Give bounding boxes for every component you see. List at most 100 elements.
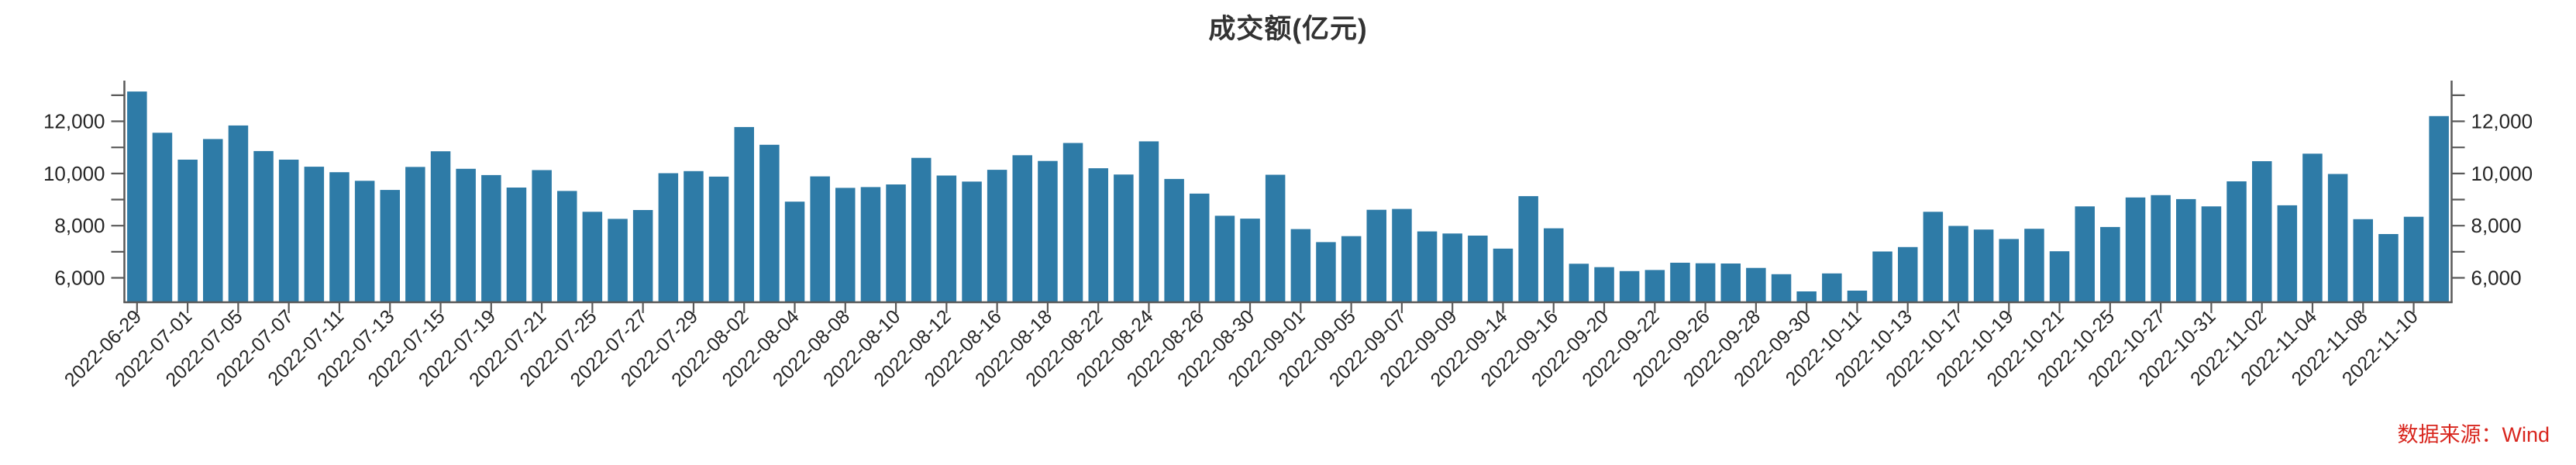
bar [582,212,603,302]
bar [278,160,299,302]
bar [203,139,223,302]
bar [1569,264,1589,302]
bar [2125,197,2146,302]
bar [1012,155,1032,302]
bar [886,184,906,302]
bar [835,188,856,302]
bar [304,167,325,302]
bar [1468,236,1488,302]
y-axis-label-right: 8,000 [2471,214,2522,237]
bar [962,181,982,302]
bar [2429,115,2449,302]
bar [253,150,274,302]
bar [1190,193,1210,302]
bar [506,188,527,302]
bar [1720,264,1741,302]
bar [557,191,577,302]
bar [380,190,400,302]
bar [1392,208,1412,302]
bar [1822,273,1842,302]
bar [684,170,704,302]
bar [405,167,425,302]
bar [1138,141,1159,302]
bar [2353,219,2373,302]
bar [1644,270,1665,302]
y-axis-label-right: 10,000 [2471,162,2533,185]
y-axis-label-left: 8,000 [54,214,105,237]
data-source-note: 数据来源：Wind [2397,423,2550,446]
bar [1038,160,1058,302]
bar [1796,291,1817,302]
bar [1341,236,1362,302]
bar [2075,206,2095,302]
bar [658,173,679,302]
bar [2226,181,2247,302]
bar [1417,231,1438,302]
bar [810,176,830,302]
bar [1316,242,1336,302]
bar [1062,143,1083,302]
bar [2151,195,2171,302]
bar [1265,174,1286,302]
bar [1493,248,1514,302]
bar [1164,178,1184,302]
bar [2049,251,2070,302]
bar [608,219,628,302]
y-axis-label-right: 12,000 [2471,110,2533,133]
bar [228,125,249,302]
bar [2378,234,2399,302]
bar [354,181,375,302]
bar [1923,212,1944,302]
bar [2176,198,2196,302]
bar [1898,246,1918,302]
y-axis-label-right: 6,000 [2471,267,2522,290]
bar [708,176,729,302]
bar [1114,174,1134,302]
y-axis-label-left: 10,000 [43,162,105,185]
bar [1594,267,1614,302]
bar [1518,196,1538,302]
bar [1973,229,1994,302]
bar [1442,233,1462,302]
bar [430,151,451,302]
bar [2100,226,2120,302]
bar [456,168,476,302]
bar [1214,215,1235,302]
bar [2302,153,2323,302]
bar [1746,267,1766,302]
y-axis-label-left: 12,000 [43,110,105,133]
bar [1771,274,1792,302]
bar [936,175,957,302]
bar [734,126,754,302]
bar [911,157,932,302]
bar [1240,219,1260,302]
bar [532,170,552,302]
bar [632,210,653,302]
bar [2201,206,2222,302]
chart-title: 成交额(亿元) [1208,14,1368,44]
bar [2403,216,2424,302]
bar [1088,168,1108,302]
bar [1999,239,2019,302]
bar [1290,229,1311,302]
bar [987,170,1007,302]
bar [481,174,501,302]
bar [759,144,780,302]
bar [1948,226,1968,302]
bar [2024,229,2044,302]
bar [1872,251,1892,302]
bar [152,133,173,302]
bar [1847,291,1868,302]
bar [1695,263,1716,302]
bar [784,202,805,302]
bar [1544,228,1564,302]
bar [860,187,881,302]
bar [1670,263,1690,302]
bar [1366,209,1386,302]
bar [2252,161,2272,302]
bar [2327,174,2348,302]
bar [2277,205,2298,302]
bar [329,172,350,302]
